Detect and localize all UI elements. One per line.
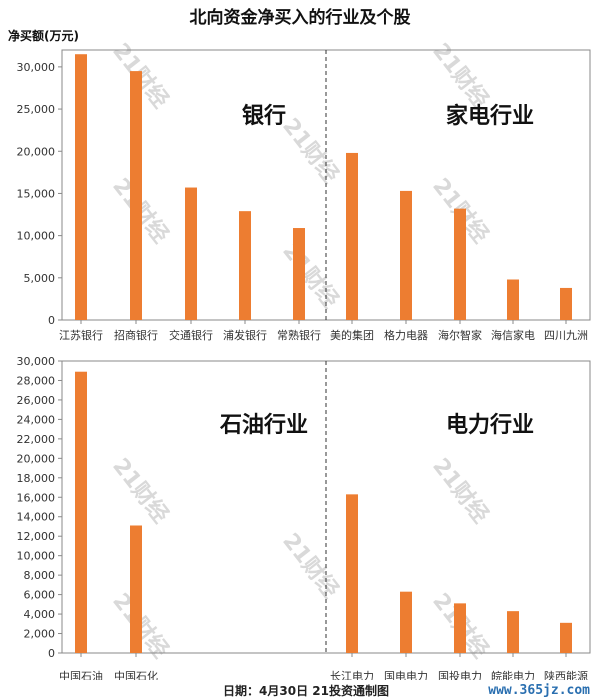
y-tick-label: 20,000 xyxy=(17,452,56,465)
bar xyxy=(130,525,142,653)
chart-panel: 0 2,000 4,000 6,000 8,000 10,000 12,000 14,000 1… xyxy=(17,355,591,683)
bar xyxy=(400,591,412,653)
y-tick-label: 8,000 xyxy=(24,569,56,582)
bar xyxy=(507,611,519,653)
x-tick-label: 海尔智家 xyxy=(438,328,482,342)
website-watermark-text: www.365jz.com xyxy=(488,683,590,698)
x-tick-label: 皖能电力 xyxy=(491,669,535,683)
y-tick-label: 10,000 xyxy=(17,550,56,563)
x-tick-label: 国电电力 xyxy=(384,670,428,683)
bar xyxy=(293,228,305,320)
y-tick-label: 30,000 xyxy=(17,355,56,368)
y-tick-label: 22,000 xyxy=(17,433,56,446)
bar xyxy=(75,54,87,320)
bar xyxy=(185,187,197,320)
watermark-text: 21财经 xyxy=(107,453,173,528)
bar xyxy=(560,287,572,320)
group-label: 家电行业 xyxy=(446,103,534,129)
bar xyxy=(507,279,519,320)
footer-band xyxy=(0,680,600,700)
y-tick-label: 0 xyxy=(48,647,55,660)
y-tick-label: 2,000 xyxy=(24,628,56,641)
y-tick-label: 25,000 xyxy=(17,103,56,116)
watermark-text: 21财经 xyxy=(277,528,343,603)
x-tick-label: 交通银行 xyxy=(169,328,213,342)
bar xyxy=(346,494,358,653)
y-tick-label: 28,000 xyxy=(17,374,56,387)
group-label: 石油行业 xyxy=(219,412,308,438)
x-tick-label: 长江电力 xyxy=(330,670,374,683)
y-tick-label: 26,000 xyxy=(17,394,56,407)
x-tick-label: 海信家电 xyxy=(491,328,535,342)
y-tick-label: 20,000 xyxy=(17,145,56,158)
y-tick-label: 24,000 xyxy=(17,413,56,426)
footer-source-text: 日期：4月30日 21投资通制图 xyxy=(223,683,389,698)
bar xyxy=(239,211,251,320)
bar xyxy=(454,603,466,653)
x-tick-label: 美的集团 xyxy=(330,328,374,342)
y-tick-label: 10,000 xyxy=(17,230,56,243)
bar xyxy=(346,152,358,320)
group-label: 银行 xyxy=(242,103,286,129)
bar xyxy=(130,71,142,320)
x-tick-label: 陕西能源 xyxy=(544,669,588,683)
x-tick-label: 中国石油 xyxy=(59,669,103,683)
x-tick-label: 浦发银行 xyxy=(223,328,267,342)
x-tick-label: 国投电力 xyxy=(438,669,482,683)
watermark-text: 21财经 xyxy=(427,453,493,528)
chart-panel: 0 5,000 10,000 15,000 20,000 25,000 30,000 银行江苏… xyxy=(17,49,591,342)
y-tick-label: 15,000 xyxy=(17,187,56,200)
y-tick-label: 18,000 xyxy=(17,472,56,485)
x-tick-label: 常熟银行 xyxy=(277,328,321,342)
watermark-layer: 21财经21财经21财经21财经21财经21财经21财经21财经21财经21财经… xyxy=(107,38,493,663)
chart-title: 北向资金净买入的行业及个股 xyxy=(190,7,411,28)
x-tick-label: 四川九洲 xyxy=(544,329,588,342)
y-tick-label: 30,000 xyxy=(17,61,56,74)
watermark-text: 21财经 xyxy=(277,238,343,313)
x-tick-label: 格力电器 xyxy=(384,328,428,342)
y-axis-unit-label: 净买额(万元) xyxy=(8,28,79,43)
y-tick-label: 16,000 xyxy=(17,491,56,504)
x-tick-label: 招商银行 xyxy=(114,328,158,342)
y-tick-label: 6,000 xyxy=(24,589,56,602)
watermark-text: 21财经 xyxy=(277,113,343,188)
y-tick-label: 12,000 xyxy=(17,530,56,543)
y-tick-label: 14,000 xyxy=(17,511,56,524)
bar xyxy=(560,622,572,653)
y-tick-label: 4,000 xyxy=(24,608,56,621)
chart-panels: 0 5,000 10,000 15,000 20,000 25,000 30,000 银行江苏… xyxy=(17,49,591,683)
bar xyxy=(454,208,466,320)
y-tick-label: 5,000 xyxy=(24,272,56,285)
group-label: 电力行业 xyxy=(446,412,534,438)
bar xyxy=(75,371,87,653)
bar xyxy=(400,190,412,320)
x-tick-label: 江苏银行 xyxy=(59,328,103,342)
y-tick-label: 0 xyxy=(48,314,55,327)
x-tick-label: 中国石化 xyxy=(114,669,158,683)
